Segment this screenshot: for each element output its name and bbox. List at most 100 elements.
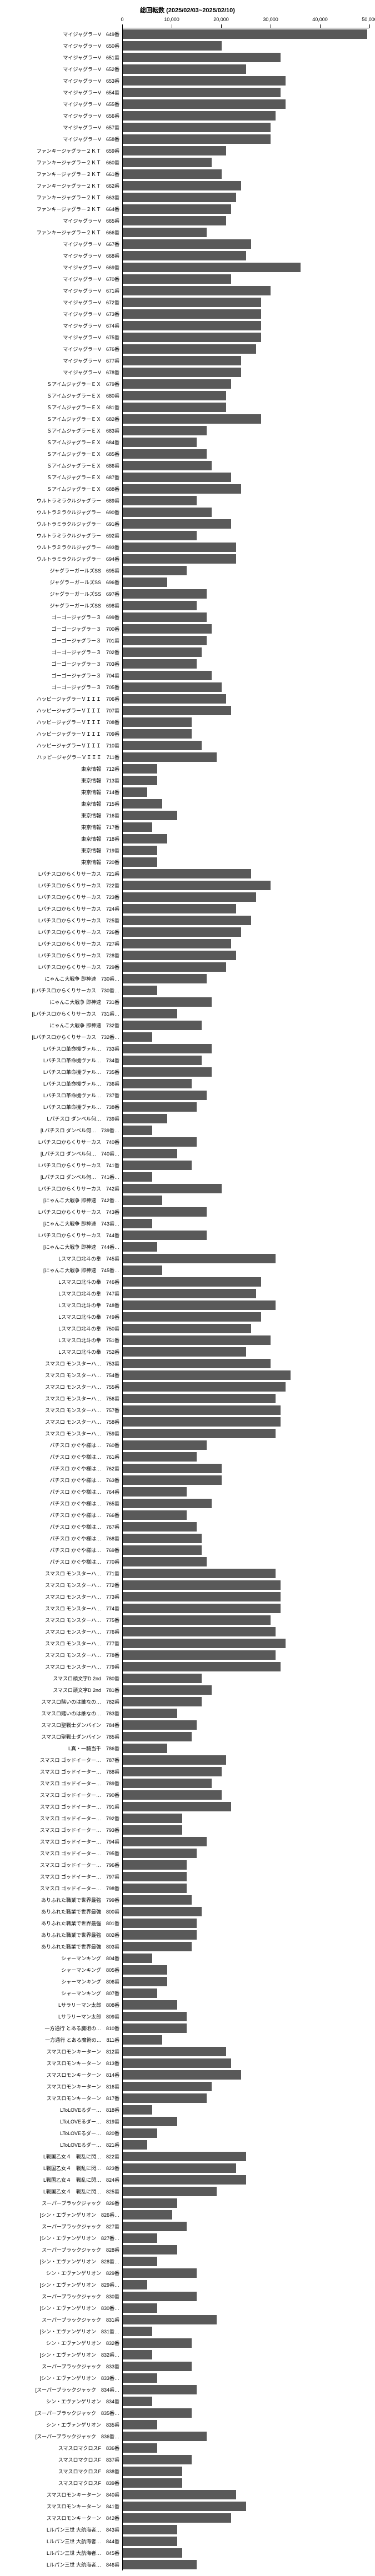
bar-cell [122,28,369,40]
bar [123,1592,281,1601]
row-label: ありふれた職業で世界最強 803番 [6,1943,122,1950]
chart-row: スマスロ ゴッドイーター… 798番 [6,1882,369,1894]
row-label: パチスロ かぐや様は… 769番 [6,1546,122,1554]
row-label: パチスロ かぐや様は… 768番 [6,1535,122,1542]
bar [123,531,197,540]
row-label: スマスロ ゴッドイーター… 788番 [6,1768,122,1775]
bar [123,1557,207,1566]
chart-row: スマスロ ゴッドイーター… 791番 [6,1801,369,1812]
chart-row: マイジャグラーV 653番 [6,75,369,87]
bar [123,1044,212,1053]
bar [123,1685,212,1695]
bar-cell [122,180,369,192]
bar-cell [122,798,369,810]
chart-row: [シン・エヴァンゲリオン 831番… [6,2326,369,2337]
row-label: [Lパチスロからくりサーカス 730番… [6,987,122,994]
bar [123,2187,217,2196]
bar [123,1196,162,1205]
row-label: Lルパン三世 大航海者… 845番 [6,2549,122,2557]
bar-cell [122,2151,369,2162]
row-label: [シン・エヴァンゲリオン 831番… [6,2328,122,2335]
bar [123,333,261,342]
row-label: マイジャグラーV 667番 [6,240,122,248]
bar [123,2023,187,2033]
row-label: マイジャグラーV 655番 [6,101,122,108]
bar [123,2455,192,2464]
chart-row: [にゃんこ大戦争 即神速 745番… [6,1264,369,1276]
row-label: にゃんこ大戦争 即神速 730番… [6,975,122,982]
bar-cell [122,460,369,471]
chart-row: ハッピージャグラーＶＩＩＩ 706番 [6,693,369,705]
bar-cell [122,693,369,705]
row-label: ファンキージャグラー２ＫＴ 663番 [6,194,122,201]
row-label: パチスロ かぐや様は… 762番 [6,1465,122,1472]
bar [123,123,271,132]
chart-row: スマスロ モンスターハ… 776番 [6,1626,369,1638]
row-label: Lパチスロ革命機ヴァル… 734番 [6,1057,122,1064]
bar-cell [122,413,369,425]
row-label: マイジャグラーV 668番 [6,252,122,259]
bar-cell [122,2197,369,2209]
row-label: マイジャグラーV 669番 [6,264,122,271]
bar-cell [122,868,369,880]
bar-cell [122,1964,369,1976]
bar [123,2117,177,2126]
bar-cell [122,2069,369,2081]
row-label: スマスロモンキーターン 841番 [6,2503,122,2510]
chart-rows: マイジャグラーV 649番マイジャグラーV 650番マイジャグラーV 651番マ… [6,28,369,2570]
chart-row: Lパチスロからくりサーカス 721番 [6,868,369,880]
chart-row: シャーマンキング 807番 [6,1987,369,1999]
bar-cell [122,810,369,821]
bar [123,1126,152,1135]
bar [123,694,226,704]
bar [123,671,212,680]
bar-cell [122,2081,369,2092]
chart-row: [シン・エヴァンゲリオン 833番… [6,2372,369,2384]
row-label: ハッピージャグラーＶＩＩＩ 706番 [6,695,122,702]
bar [123,892,256,902]
bar [123,682,222,692]
chart-row: ありふれた職業で世界最強 801番 [6,1917,369,1929]
bar [123,2058,231,2068]
bar-cell [122,2127,369,2139]
chart-row: パチスロ かぐや様は… 770番 [6,1556,369,1568]
bar-cell [122,891,369,903]
bar [123,729,192,739]
bar [123,986,157,995]
chart-row: パチスロ かぐや様は… 762番 [6,1463,369,1474]
bar-cell [122,763,369,775]
bar-cell [122,1906,369,1917]
bar [123,1429,276,1438]
chart-row: マイジャグラーV 665番 [6,215,369,227]
row-label: Lパチスロからくりサーカス 724番 [6,905,122,912]
row-label: Lパチスロからくりサーカス 722番 [6,882,122,889]
row-label: ゴーゴージャグラー３ 703番 [6,660,122,667]
row-label: ありふれた職業で世界最強 800番 [6,1908,122,1915]
bar [123,356,241,365]
bar [123,1394,276,1403]
bar [123,1324,251,1333]
chart-row: ハッピージャグラーＶＩＩＩ 711番 [6,751,369,763]
row-label: スマスロ ゴッドイーター… 797番 [6,1873,122,1880]
bar [123,2303,157,2313]
bar-cell [122,915,369,926]
bar [123,2490,236,2499]
bar-cell [122,1241,369,1253]
chart-row: Lパチスロからくりサーカス 726番 [6,926,369,938]
bar-cell [122,1999,369,2011]
bar [123,869,251,878]
row-label: ウルトラミラクルジャグラー 692番 [6,532,122,539]
bar [123,1965,167,1975]
chart-row: ゴーゴージャグラー３ 701番 [6,635,369,646]
row-label: スマスロ聖戦士ダンバイン 785番 [6,1733,122,1740]
chart-row: マイジャグラーV 655番 [6,98,369,110]
row-label: スマスロ聖戦士ダンバイン 784番 [6,1721,122,1729]
chart-row: LToLOVEるダー… 820番 [6,2127,369,2139]
bar-cell [122,215,369,227]
row-label: パチスロ かぐや様は… 760番 [6,1442,122,1449]
bar-cell [122,168,369,180]
row-label: [にゃんこ大戦争 即神速 742番… [6,1197,122,1204]
chart-row: 東京情報 714番 [6,786,369,798]
bar-chart: 総回転数 (2025/02/03~2025/02/10) 010,00020,0… [6,6,369,2570]
bar-cell [122,40,369,52]
